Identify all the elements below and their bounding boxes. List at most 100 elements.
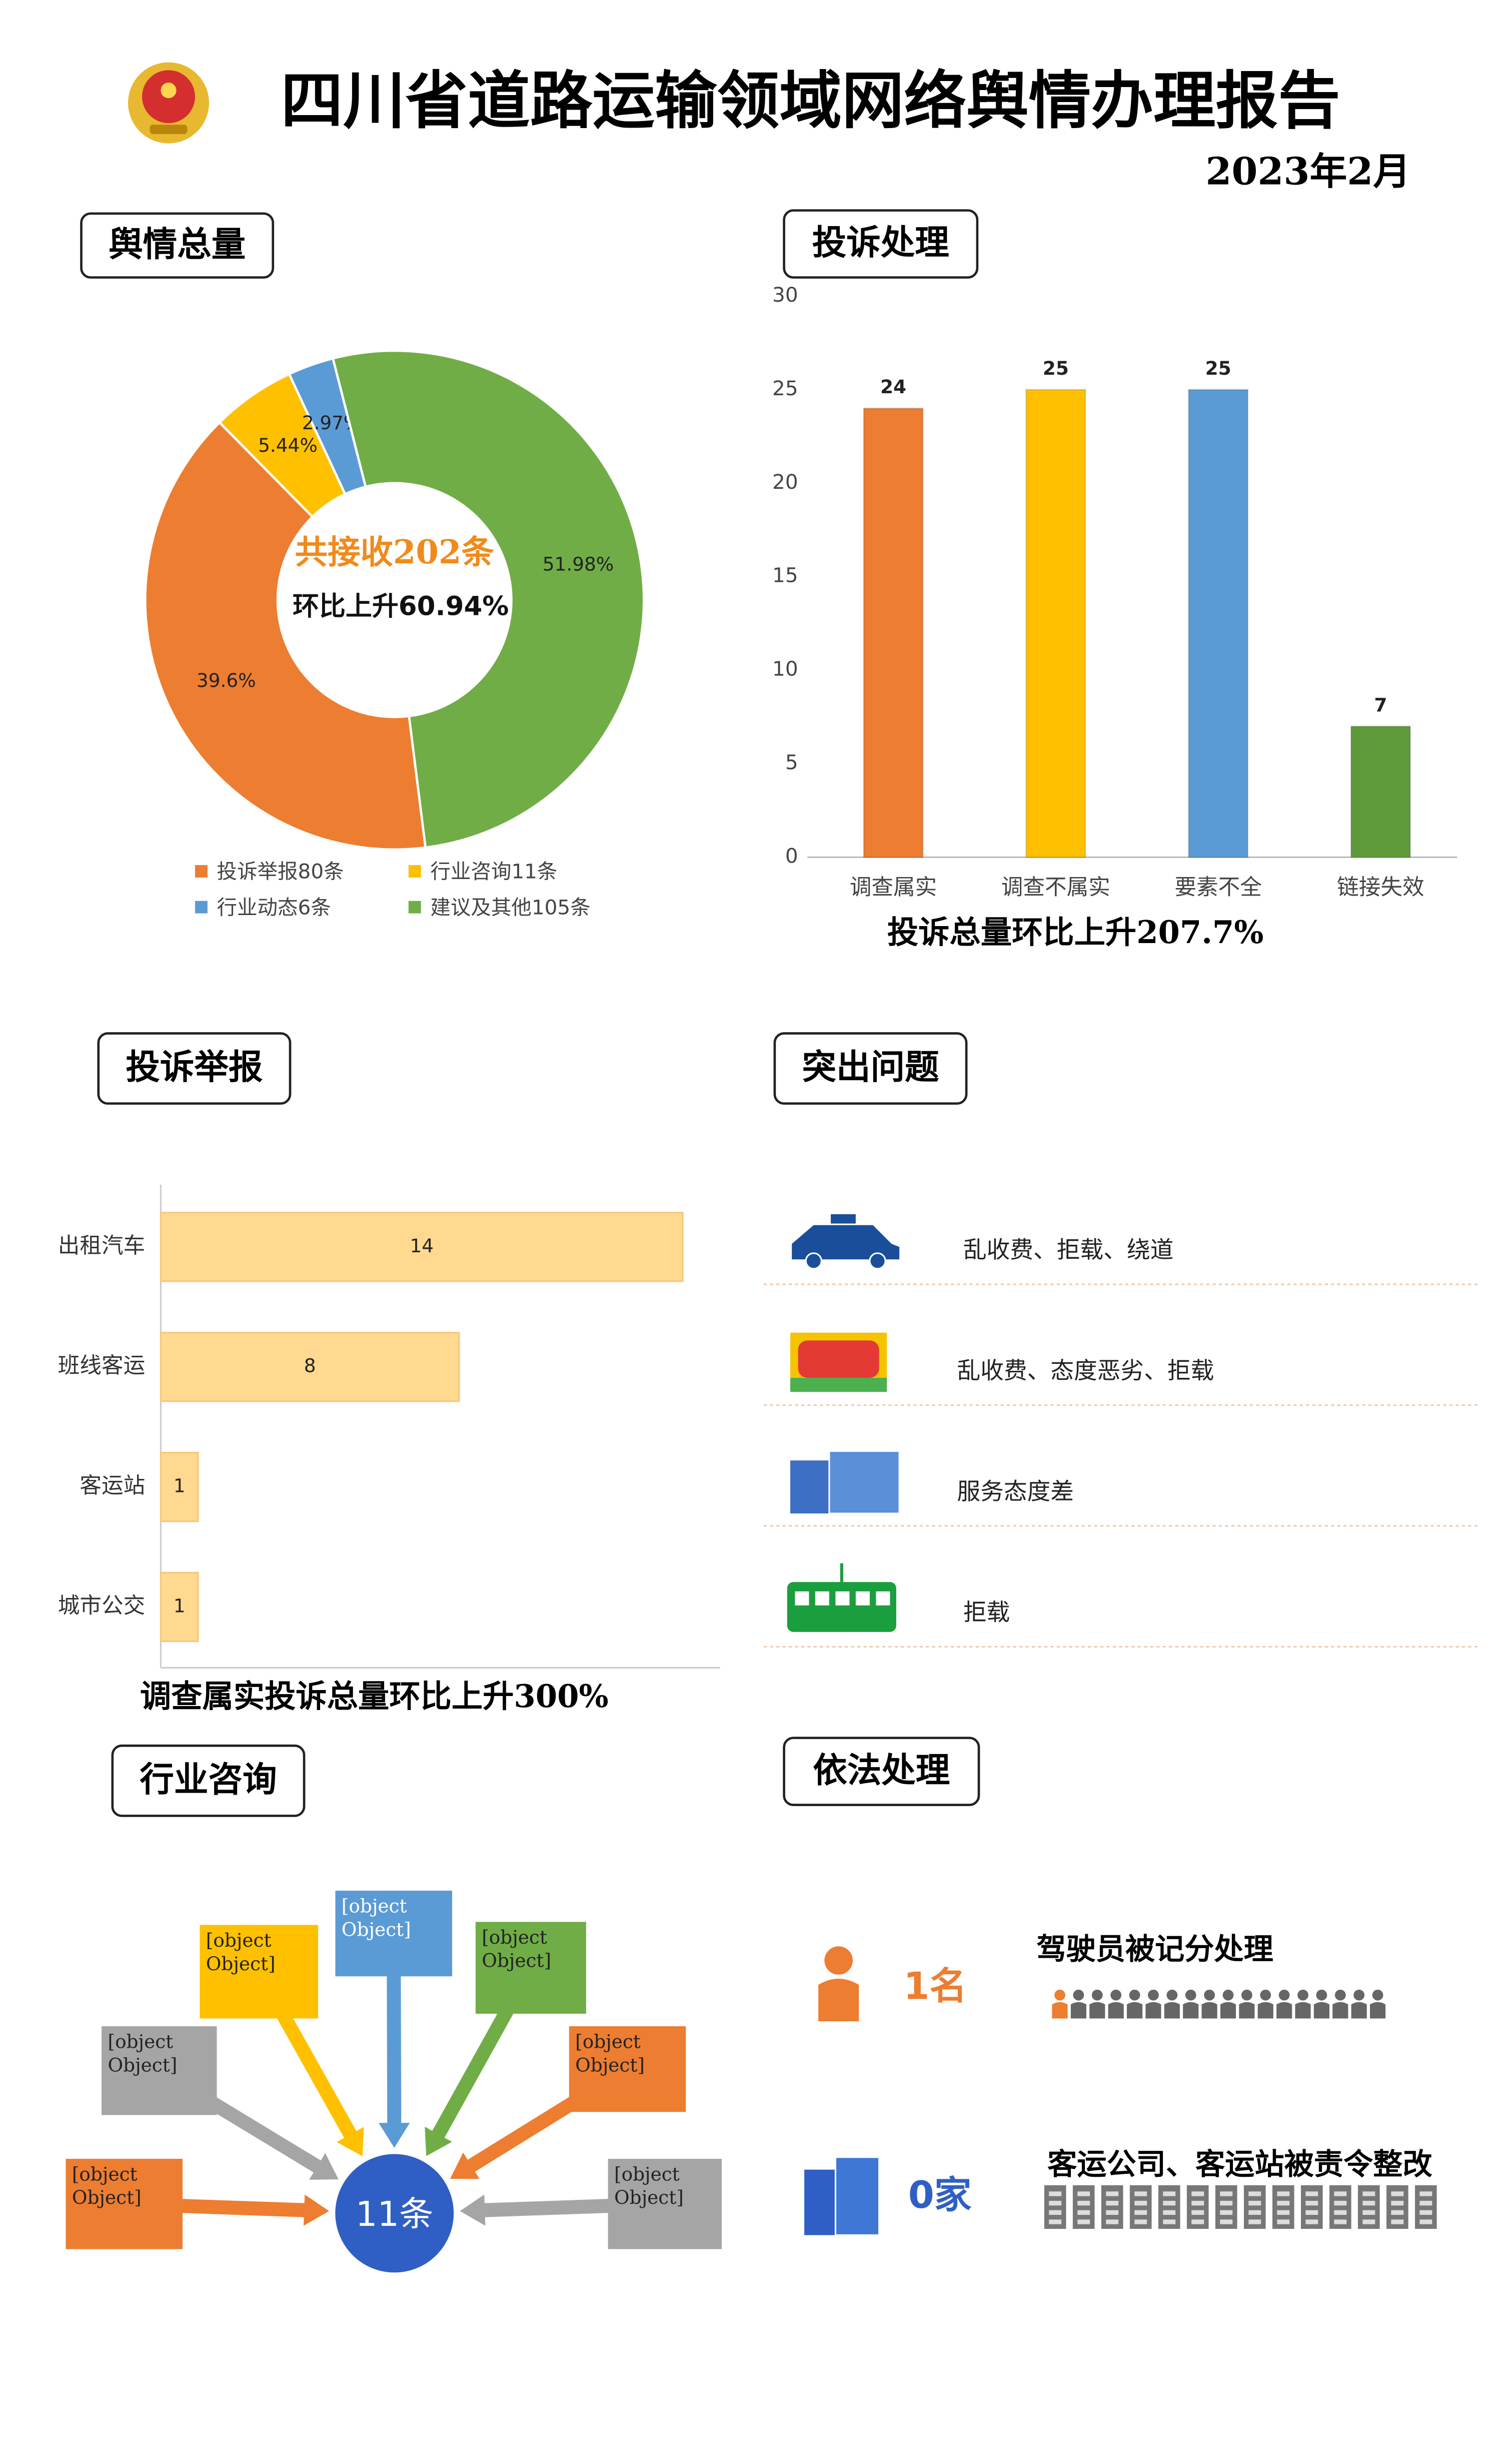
legend-swatch: [195, 865, 208, 878]
y-tick-label: 班线客运: [58, 1353, 145, 1378]
building-window: [1191, 2210, 1204, 2215]
person-icon: [1316, 1989, 1327, 2001]
person-icon: [1278, 1989, 1290, 2001]
legend-swatch: [408, 865, 421, 878]
arrow-head: [337, 2127, 364, 2156]
consult-text: [object Object]: [335, 1890, 452, 1977]
y-tick-label: 10: [772, 657, 798, 681]
building-window: [1334, 2191, 1347, 2196]
legal-count: 1名: [903, 1965, 967, 2008]
building-window: [1077, 2219, 1090, 2224]
consult-box: [object Object]: [66, 2158, 183, 2249]
person-icon: [1313, 2002, 1329, 2019]
building-window: [1191, 2191, 1204, 2196]
person-icon: [1220, 2002, 1236, 2019]
bar-caption: 投诉总量环比上升207.7%: [887, 914, 1264, 951]
building-window: [1248, 2219, 1261, 2224]
building-window: [1106, 2191, 1119, 2196]
legend-label: 行业动态6条: [217, 895, 331, 919]
bar-value-label: 24: [880, 376, 906, 398]
building-window: [1106, 2210, 1119, 2215]
building-window: [1248, 2191, 1261, 2196]
building-window: [1220, 2200, 1233, 2206]
bar-value-label: 8: [304, 1355, 316, 1377]
building-window: [1220, 2210, 1233, 2215]
building-window: [1334, 2200, 1347, 2206]
person-icon: [1372, 1989, 1383, 2001]
consult-box: [object Object]: [569, 2026, 686, 2112]
section-title: 行业咨询: [140, 1760, 277, 1800]
person-icon: [1148, 1989, 1159, 2001]
slice-label: 51.98%: [543, 553, 614, 575]
bar: [160, 1212, 684, 1282]
bar: [1025, 389, 1086, 859]
consult-center-text: 11条: [356, 2194, 434, 2234]
consult-text: [object Object]: [200, 1925, 319, 2019]
problem-text: 服务态度差: [957, 1478, 1074, 1505]
building-window: [1419, 2200, 1432, 2206]
taxi-sign: [831, 1214, 856, 1224]
building-window: [1163, 2191, 1176, 2196]
problem-icon: [790, 1450, 900, 1514]
person-icon: [1166, 1989, 1178, 2001]
building-window: [1391, 2200, 1404, 2206]
building-window: [1134, 2219, 1147, 2224]
building-window: [1277, 2219, 1290, 2224]
building-window: [1191, 2219, 1204, 2224]
section-title-box: [111, 1744, 306, 1817]
person-icon: [1257, 2002, 1273, 2019]
building-window: [1248, 2200, 1261, 2206]
section-title-box: [783, 209, 979, 279]
company-icon: [834, 2156, 880, 2236]
problem-icon: [790, 1332, 887, 1392]
person-icon: [1126, 2002, 1143, 2019]
building-window: [1163, 2200, 1176, 2206]
problem-text: 拒载: [963, 1599, 1010, 1626]
bar: [160, 1332, 460, 1402]
consult-text: [object Object]: [569, 2026, 686, 2112]
y-tick-label: 客运站: [80, 1473, 145, 1498]
y-tick-label: 20: [772, 470, 798, 494]
person-icon: [1201, 2002, 1217, 2019]
person-icon: [1091, 1989, 1103, 2001]
bar-value-label: 1: [174, 1475, 186, 1497]
building-window: [1305, 2219, 1318, 2224]
arrow-head: [304, 2194, 329, 2226]
building-window: [1391, 2219, 1404, 2224]
x-tick-label: 调查属实: [850, 875, 937, 900]
bar: [863, 407, 924, 859]
center-total: 共接收202条: [295, 533, 495, 571]
wheel: [805, 1252, 822, 1270]
building-window: [1277, 2210, 1290, 2215]
person-icon: [1164, 2002, 1180, 2019]
bar: [1187, 389, 1249, 859]
building-window: [1362, 2210, 1375, 2215]
building-window: [1191, 2200, 1204, 2206]
person-icon: [1353, 1989, 1365, 2001]
legend-label: 建议及其他105条: [430, 895, 590, 919]
building-window: [1419, 2219, 1432, 2224]
wheel: [869, 1252, 886, 1270]
building-window: [1334, 2210, 1347, 2215]
person-icon: [1145, 2002, 1161, 2019]
person-icon: [1332, 2002, 1348, 2019]
building-window: [1106, 2219, 1119, 2224]
section-title: 舆情总量: [109, 225, 246, 265]
tram-window: [855, 1591, 870, 1605]
person-icon: [1052, 2002, 1068, 2019]
building-window: [1049, 2210, 1062, 2215]
building-window: [1077, 2210, 1090, 2215]
consult-box: [object Object]: [200, 1925, 319, 2019]
y-tick-label: 5: [785, 750, 798, 774]
consult-text: [object Object]: [66, 2158, 183, 2249]
building-window: [1163, 2210, 1176, 2215]
person-icon: [1297, 1989, 1308, 2001]
arrow-head: [450, 2152, 480, 2179]
section-title-box: [80, 212, 275, 279]
consult-box: [object Object]: [102, 2026, 217, 2115]
bar-value-label: 7: [1374, 694, 1387, 716]
building-window: [1305, 2210, 1318, 2215]
emblem: [128, 62, 209, 144]
arrow-head: [460, 2194, 486, 2226]
